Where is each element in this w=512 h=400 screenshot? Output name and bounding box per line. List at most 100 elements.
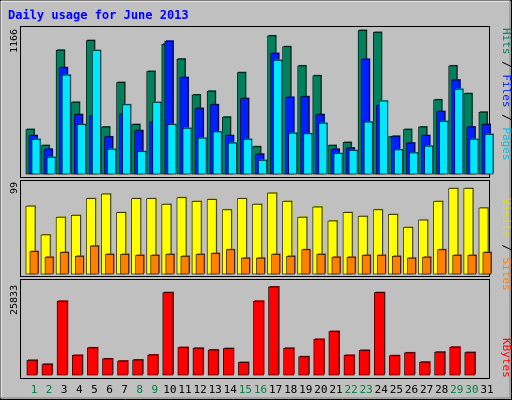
day-label-24: 24 — [375, 383, 389, 396]
bar-kbytes-day-16 — [253, 300, 265, 376]
day-label-14: 14 — [224, 383, 238, 396]
legend-files-label: Files — [500, 74, 512, 107]
day-label-9: 9 — [151, 383, 158, 396]
bar-sites-day-23 — [361, 254, 372, 275]
bar-pages-day-19 — [303, 132, 313, 175]
day-label-3: 3 — [61, 383, 68, 396]
bar-sites-day-22 — [346, 256, 357, 275]
bar-pages-day-3 — [61, 74, 72, 175]
bar-kbytes-day-30 — [464, 351, 476, 376]
day-label-13: 13 — [209, 383, 222, 396]
bar-sites-day-3 — [59, 251, 70, 275]
bar-sites-day-9 — [150, 254, 160, 275]
day-label-7: 7 — [121, 383, 128, 396]
bar-kbytes-day-26 — [404, 351, 416, 376]
day-label-10: 10 — [163, 383, 176, 396]
legend-pages-label: Pages — [500, 127, 512, 160]
day-label-30: 30 — [465, 383, 478, 396]
bar-sites-day-30 — [467, 254, 477, 275]
bar-sites-day-26 — [407, 257, 417, 275]
day-label-27: 27 — [420, 383, 433, 396]
bar-pages-day-31 — [484, 133, 494, 175]
bar-kbytes-day-17 — [268, 286, 280, 376]
bar-pages-day-12 — [197, 137, 208, 175]
bar-pages-day-17 — [273, 59, 283, 175]
bar-kbytes-day-22 — [343, 354, 356, 376]
day-label-31: 31 — [480, 383, 493, 396]
bar-pages-day-10 — [167, 123, 177, 175]
bar-sites-day-5 — [90, 245, 100, 275]
bar-kbytes-day-29 — [449, 346, 461, 376]
bar-pages-day-11 — [182, 127, 192, 175]
bar-sites-day-2 — [44, 256, 55, 275]
bar-kbytes-day-11 — [177, 346, 189, 376]
bar-sites-day-29 — [452, 254, 462, 275]
bar-kbytes-day-13 — [207, 349, 220, 376]
bar-pages-day-28 — [439, 120, 449, 175]
bar-kbytes-day-28 — [434, 351, 446, 376]
day-label-12: 12 — [193, 383, 206, 396]
bar-sites-day-17 — [271, 253, 281, 275]
bar-pages-day-16 — [258, 159, 268, 175]
day-label-29: 29 — [450, 383, 463, 396]
day-label-23: 23 — [360, 383, 373, 396]
day-label-6: 6 — [106, 383, 113, 396]
y-max-label-visits: 99 — [9, 182, 20, 194]
bar-sites-day-20 — [316, 253, 326, 275]
bar-pages-day-18 — [288, 132, 298, 175]
bar-kbytes-day-6 — [102, 357, 114, 376]
bar-pages-day-7 — [122, 103, 132, 175]
day-label-19: 19 — [299, 383, 312, 396]
day-label-20: 20 — [314, 383, 327, 396]
bar-sites-day-25 — [392, 255, 402, 275]
legend-hits-label: Hits — [500, 28, 512, 55]
bar-kbytes-day-21 — [328, 330, 340, 376]
bar-pages-day-23 — [363, 121, 374, 175]
bar-sites-day-10 — [165, 253, 175, 275]
bar-sites-day-11 — [180, 255, 190, 275]
bar-sites-day-21 — [331, 256, 341, 275]
bar-kbytes-day-10 — [162, 291, 174, 376]
bar-pages-day-2 — [46, 156, 57, 175]
day-label-15: 15 — [239, 383, 252, 396]
bar-kbytes-day-2 — [41, 363, 54, 376]
bar-kbytes-day-18 — [283, 347, 295, 376]
day-label-4: 4 — [76, 383, 83, 396]
bar-pages-day-6 — [107, 148, 117, 175]
bar-kbytes-day-27 — [419, 361, 431, 376]
day-label-8: 8 — [136, 383, 143, 396]
bar-kbytes-day-4 — [72, 354, 84, 376]
bar-pages-day-29 — [454, 88, 464, 175]
bar-kbytes-day-8 — [132, 359, 144, 376]
bar-sites-day-24 — [376, 254, 387, 275]
legend-kbytes: KBytes — [500, 338, 512, 378]
bar-kbytes-day-12 — [192, 347, 205, 376]
bar-pages-day-8 — [137, 150, 147, 175]
bar-pages-day-27 — [424, 145, 434, 175]
bar-pages-day-4 — [77, 123, 87, 175]
bar-pages-day-24 — [378, 100, 389, 175]
legend-visits-label: Visits — [500, 198, 512, 238]
bar-sites-day-16 — [256, 257, 266, 275]
bar-pages-day-21 — [333, 152, 343, 175]
day-label-25: 25 — [390, 383, 403, 396]
day-label-28: 28 — [435, 383, 448, 396]
bar-pages-day-20 — [318, 122, 328, 175]
day-label-11: 11 — [178, 383, 191, 396]
bar-kbytes-day-3 — [56, 300, 69, 376]
bar-sites-day-27 — [422, 256, 432, 275]
bar-kbytes-day-25 — [389, 354, 401, 376]
bar-pages-day-25 — [394, 148, 404, 175]
bar-pages-day-26 — [409, 152, 419, 175]
bar-kbytes-day-20 — [313, 338, 325, 376]
day-label-5: 5 — [91, 383, 98, 396]
bar-pages-day-15 — [243, 138, 253, 175]
bar-pages-day-14 — [228, 142, 238, 175]
bar-sites-day-31 — [482, 251, 492, 275]
bar-sites-day-1 — [29, 250, 39, 275]
day-label-1: 1 — [31, 383, 38, 396]
bar-sites-day-8 — [135, 254, 145, 275]
bar-pages-day-5 — [92, 49, 102, 175]
legend-hits: Hits / Files / Pages — [500, 28, 512, 161]
